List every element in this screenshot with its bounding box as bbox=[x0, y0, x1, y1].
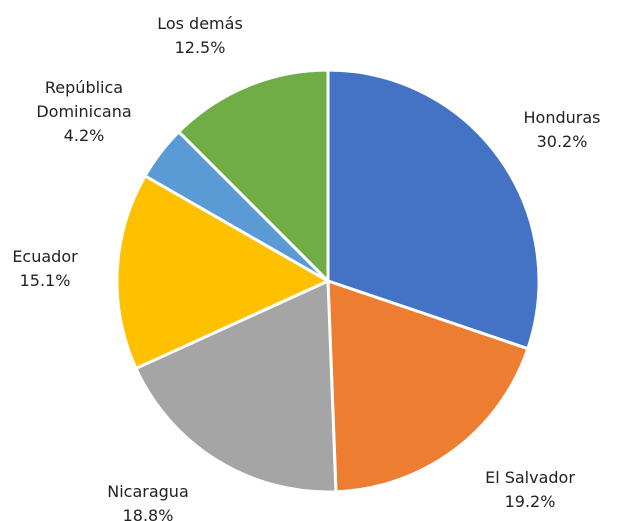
pie-slice bbox=[115, 173, 332, 371]
slice-name: Los demás bbox=[157, 14, 243, 33]
slice-label: República Dominicana 4.2% bbox=[19, 76, 149, 148]
slice-name: Nicaragua bbox=[107, 482, 189, 501]
slice-label: Los demás 12.5% bbox=[140, 12, 260, 60]
slice-name: Honduras bbox=[523, 108, 601, 127]
slice-value: 4.2% bbox=[63, 126, 105, 145]
slice-label: El Salvador 19.2% bbox=[460, 466, 600, 514]
pie-slice bbox=[326, 68, 541, 351]
slice-name: El Salvador bbox=[485, 468, 575, 487]
slice-label: Nicaragua 18.8% bbox=[78, 480, 218, 521]
slice-value: 19.2% bbox=[504, 492, 556, 511]
slice-label: Ecuador 15.1% bbox=[0, 245, 90, 293]
slice-value: 30.2% bbox=[536, 132, 588, 151]
pie-slice bbox=[176, 68, 330, 285]
pie-slice bbox=[133, 278, 338, 494]
slice-value: 18.8% bbox=[122, 506, 174, 521]
slice-value: 15.1% bbox=[19, 271, 71, 290]
slice-label: Honduras 30.2% bbox=[502, 106, 622, 154]
slice-name: República Dominicana bbox=[36, 78, 132, 121]
slice-name: Ecuador bbox=[12, 247, 78, 266]
slice-value: 12.5% bbox=[174, 38, 226, 57]
pie-slice bbox=[326, 278, 530, 494]
